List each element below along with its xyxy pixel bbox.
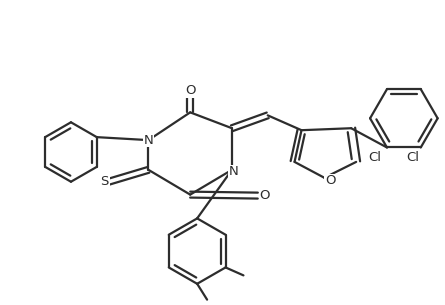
Text: S: S [101,175,109,188]
Text: Cl: Cl [406,151,419,164]
Text: O: O [325,174,336,187]
Text: N: N [144,134,154,147]
Text: O: O [259,189,270,202]
Text: N: N [229,165,239,178]
Text: Cl: Cl [368,151,381,164]
Text: O: O [185,84,195,97]
